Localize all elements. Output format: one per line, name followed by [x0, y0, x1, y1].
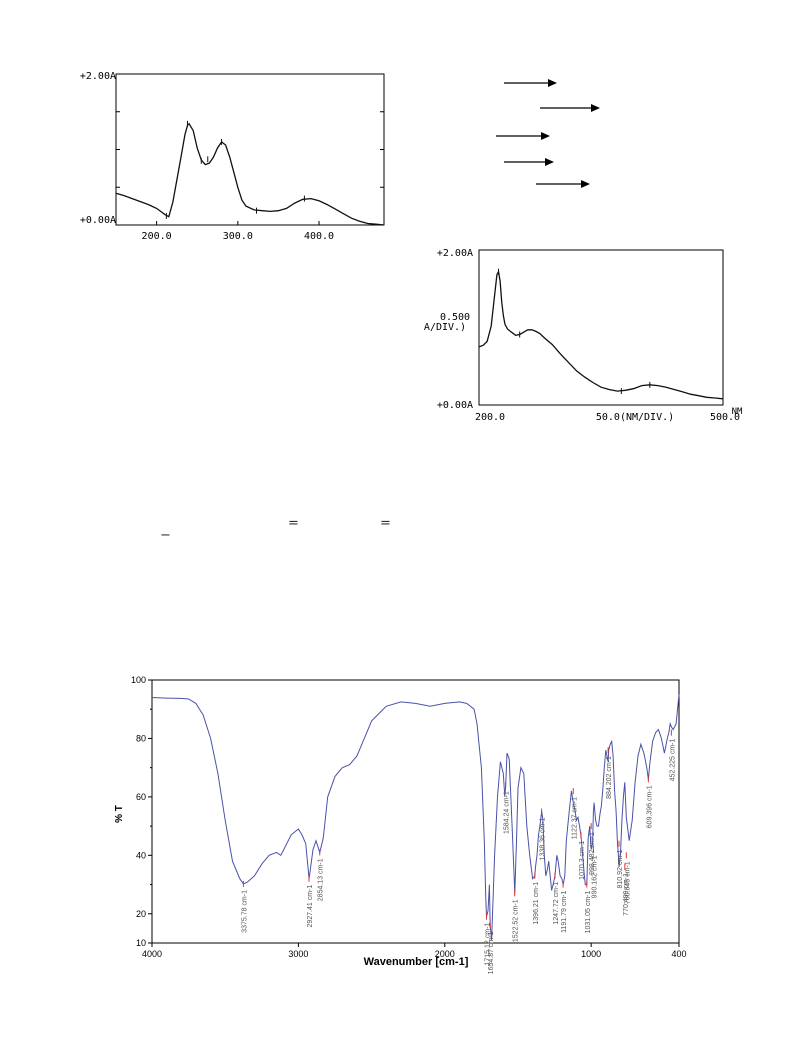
uv1-y-bottom-label: +0.00A [80, 215, 116, 226]
ir-peak-label: 1338.36 cm-1 [540, 817, 547, 860]
ir-x-tick-label: 400 [671, 949, 686, 959]
ir-y-tick-label: 60 [136, 792, 146, 802]
ir-x-tick-label: 2000 [435, 949, 455, 959]
fragment-mark: − [160, 528, 171, 543]
uv1-x-tick-label: 400.0 [304, 231, 334, 242]
ir-x-tick-label: 1000 [581, 949, 601, 959]
structure-fragment-marks: − = = [160, 516, 391, 543]
ir-axes: 4000 3000 2000 1000 400 10 20 40 60 80 100 [131, 675, 687, 959]
ir-peak-label: 609.396 cm-1 [646, 785, 653, 828]
uv1-x-ticks: 200.0 300.0 400.0 [116, 111, 384, 242]
ir-series-line [151, 694, 680, 941]
ir-peak-label: 1522.52 cm-1 [513, 899, 520, 942]
uv2-annotation-marks [498, 268, 651, 395]
ir-peak-label: 1396.21 cm-1 [533, 882, 540, 925]
ir-peak-label: 1191.79 cm-1 [561, 891, 568, 933]
ir-y-tick-label: 10 [136, 938, 146, 948]
ir-peak-label: 760.846 cm-1 [624, 861, 631, 904]
uv1-x-tick-label: 300.0 [223, 231, 253, 242]
ir-peak-label: 2854.13 cm-1 [318, 858, 325, 901]
reaction-arrows [496, 79, 600, 188]
ir-peak-label: 1247.72 cm-1 [553, 882, 560, 925]
ir-y-tick-label: 100 [131, 675, 146, 685]
uv2-plot-frame [478, 249, 724, 406]
arrow-4 [504, 158, 554, 166]
ir-peak-label: 1715.12 cm-1 [485, 923, 492, 966]
ir-peak-label: 884.202 cm-1 [606, 756, 613, 799]
ir-x-tick-label: 3000 [288, 949, 308, 959]
ir-peak-label: 1584.24 cm-1 [504, 791, 511, 834]
uv1-annotation-marks [165, 120, 305, 219]
uv2-y-bottom-label: +0.00A [437, 400, 473, 411]
uv1-plot-frame [115, 73, 385, 226]
ir-spectrum-chart: 4000 3000 2000 1000 400 10 20 40 60 80 100 3375.78… [114, 675, 687, 974]
ir-peak-label: 1654.87 cm-1 [488, 931, 495, 974]
ir-peak-label: 1122.37 cm-1 [571, 797, 578, 839]
arrow-5 [536, 180, 590, 188]
arrow-2 [540, 104, 600, 112]
uv2-x-unit-label: NM [732, 407, 743, 417]
ir-x-axis-title: Wavenumber [cm-1] [364, 956, 469, 968]
ir-peak-label: 1031.05 cm-1 [585, 891, 592, 934]
ir-y-axis-title: % T [114, 805, 125, 823]
fragment-mark: = [288, 516, 299, 531]
ir-y-tick-label: 80 [136, 733, 146, 743]
ir-y-tick-label: 40 [136, 850, 146, 860]
ir-peak-label: 1070.3 cm-1 [579, 841, 586, 880]
uv2-x-tick-start: 200.0 [475, 412, 505, 423]
ir-peak-label: 810.92 cm-1 [617, 850, 624, 889]
uv1-series-line [115, 122, 385, 226]
fragment-mark: = [380, 516, 391, 531]
uv1-x-tick-label: 200.0 [142, 231, 172, 242]
ir-plot-frame [151, 679, 680, 944]
uv2-y-scale-label-2: A/DIV.) [424, 322, 466, 333]
uv2-x-scale-label: 50.0(NM/DIV.) [596, 412, 674, 423]
uv2-series-line [478, 269, 724, 400]
ir-peak-label: 990.162 cm-1 [591, 855, 598, 898]
ir-peak-label: 3375.78 cm-1 [241, 890, 248, 933]
uv2-x-tick-end: 500.0 [710, 412, 740, 423]
uv2-y-scale-label-1: 0.500 [440, 312, 470, 323]
arrow-1 [504, 79, 557, 87]
ir-y-tick-label: 20 [136, 909, 146, 919]
uv-spectrum-2-chart: +2.00A 0.500 A/DIV.) +0.00A 200.0 50.0(N… [424, 248, 743, 423]
uv1-y-top-label: +2.00A [80, 71, 116, 82]
uv-spectrum-1-chart: +2.00A +0.00A 200.0 300.0 400.0 [80, 71, 385, 242]
ir-x-tick-label: 4000 [142, 949, 162, 959]
ir-peak-label: 770.499 cm-1 [623, 873, 630, 916]
ir-peak-label: 452.225 cm-1 [669, 739, 676, 782]
ir-peak-label: 2927.41 cm-1 [307, 885, 314, 928]
uv2-y-top-label: +2.00A [437, 248, 473, 259]
ir-peak-label: 998.482 cm-1 [589, 832, 596, 875]
arrow-3 [496, 132, 550, 140]
ir-peak-labels: 3375.78 cm-1 2927.41 cm-1 2854.13 cm-1 1715… [241, 729, 676, 974]
